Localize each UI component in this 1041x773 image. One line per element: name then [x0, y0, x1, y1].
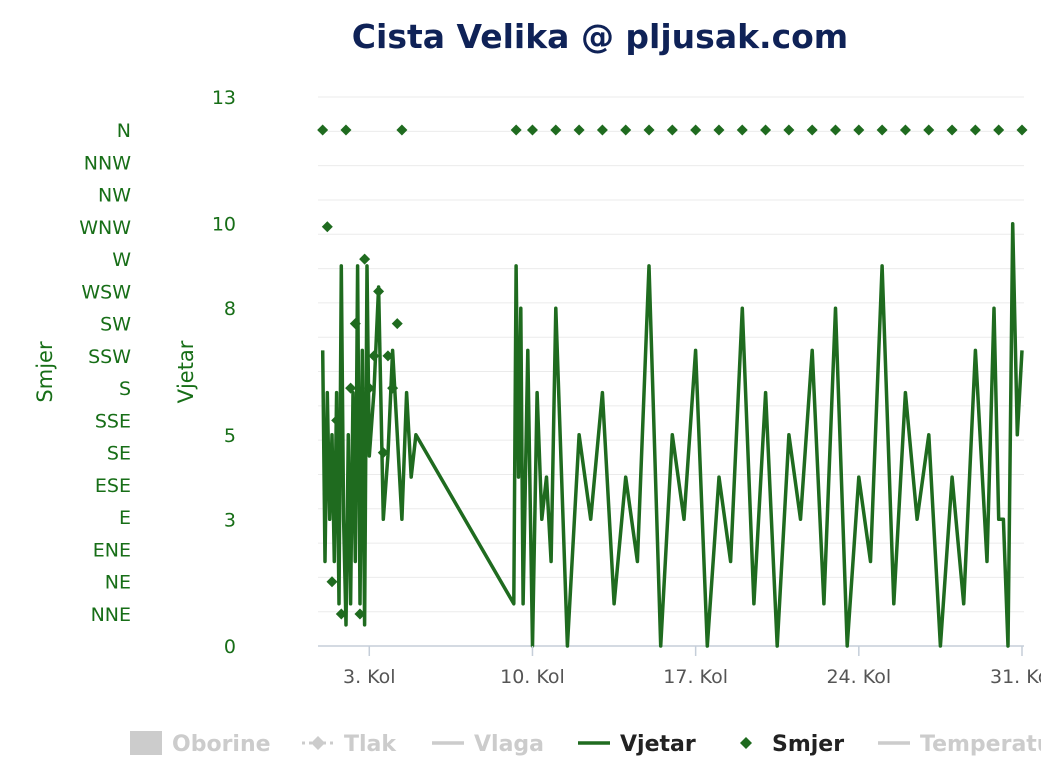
legend-label: Vjetar [620, 732, 696, 757]
direction-point [317, 124, 329, 136]
x-tick-label: 17. Kol [663, 666, 728, 688]
legend-item-tlak[interactable]: Tlak [302, 732, 397, 757]
direction-point [363, 382, 375, 394]
legend-item-vlaga[interactable]: Vlaga [432, 732, 544, 757]
direction-tick-label: WSW [81, 281, 131, 303]
legend-symbol [740, 737, 752, 749]
direction-point [573, 124, 585, 136]
direction-tick-label: SSE [95, 410, 131, 432]
direction-point [620, 124, 632, 136]
direction-point [830, 124, 842, 136]
wind-axis-title: Vjetar [174, 340, 198, 403]
wind-axis-ticks: 0 3 5 8 10 13 [212, 87, 236, 658]
direction-point [345, 382, 357, 394]
direction-point [326, 576, 338, 588]
direction-point [349, 318, 361, 330]
wind-tick-label: 5 [224, 425, 236, 447]
direction-point [396, 124, 408, 136]
direction-point [946, 124, 958, 136]
direction-point [510, 124, 522, 136]
direction-tick-label: NNE [91, 604, 131, 626]
wind-tick-label: 10 [212, 214, 236, 236]
direction-point [377, 447, 389, 459]
direction-axis-ticks: NNE NE ENE E ESE SE SSE S SSW SW WSW W WNW NW NNW N [79, 120, 131, 626]
legend-label: Vlaga [474, 732, 544, 757]
direction-point [643, 124, 655, 136]
direction-tick-label: WNW [79, 217, 131, 239]
legend-symbol [130, 731, 162, 755]
legend-label: Temperatu [920, 732, 1041, 757]
direction-point [923, 124, 935, 136]
direction-point [690, 124, 702, 136]
direction-tick-label: NW [98, 185, 131, 207]
direction-point [335, 608, 347, 620]
direction-point [359, 253, 371, 265]
chart-title: Cista Velika @ pljusak.com [352, 17, 848, 56]
direction-point [806, 124, 818, 136]
direction-point [760, 124, 772, 136]
direction-point [736, 124, 748, 136]
direction-point [783, 124, 795, 136]
direction-point [387, 382, 399, 394]
legend-label: Tlak [344, 732, 397, 757]
direction-axis-title: Smjer [33, 341, 57, 403]
direction-tick-label: ENE [93, 539, 131, 561]
wind-tick-label: 3 [224, 509, 236, 531]
direction-point [373, 285, 385, 297]
direction-point [993, 124, 1005, 136]
direction-tick-label: E [119, 507, 131, 529]
direction-point [526, 124, 538, 136]
legend-label: Smjer [772, 732, 844, 757]
direction-point [876, 124, 888, 136]
direction-point [713, 124, 725, 136]
legend-label: Oborine [172, 732, 271, 757]
legend-item-oborine[interactable]: Oborine [130, 731, 271, 757]
direction-point [969, 124, 981, 136]
direction-point [382, 350, 394, 362]
legend-item-vjetar[interactable]: Vjetar [578, 732, 696, 757]
wind-tick-label: 13 [212, 87, 236, 109]
direction-tick-label: SE [107, 443, 131, 465]
direction-tick-label: SW [100, 314, 131, 336]
wind-tick-label: 0 [224, 636, 236, 658]
wind-series-line [320, 221, 1024, 648]
direction-tick-label: N [117, 120, 131, 142]
wind-tick-label: 8 [224, 298, 236, 320]
x-tick-label: 10. Kol [500, 666, 565, 688]
direction-point [1016, 124, 1028, 136]
direction-point [853, 124, 865, 136]
direction-point [391, 318, 403, 330]
direction-point [899, 124, 911, 136]
direction-tick-label: NNW [84, 152, 131, 174]
direction-tick-label: ESE [95, 475, 131, 497]
x-tick-label: 31. Kol [990, 666, 1041, 688]
direction-point [596, 124, 608, 136]
grid-lines [318, 96, 1024, 647]
direction-point [340, 124, 352, 136]
direction-point [368, 350, 380, 362]
x-tick-label: 24. Kol [826, 666, 891, 688]
x-tick-label: 3. Kol [343, 666, 396, 688]
chart-legend: Oborine Tlak Vlaga Vjetar Smjer Temperatu [130, 731, 1041, 757]
direction-point [666, 124, 678, 136]
direction-point [331, 414, 343, 426]
legend-symbol [311, 736, 325, 750]
direction-point [354, 608, 366, 620]
legend-item-smjer[interactable]: Smjer [740, 732, 844, 757]
direction-point [321, 221, 333, 233]
direction-point [550, 124, 562, 136]
direction-tick-label: NE [105, 572, 131, 594]
direction-tick-label: W [112, 249, 131, 271]
x-axis-ticks: 3. Kol 10. Kol 17. Kol 24. Kol 31. Kol [343, 646, 1041, 688]
direction-tick-label: SSW [88, 346, 131, 368]
direction-tick-label: S [119, 378, 131, 400]
legend-item-temperatu[interactable]: Temperatu [878, 732, 1041, 757]
plot-area [317, 124, 1028, 648]
